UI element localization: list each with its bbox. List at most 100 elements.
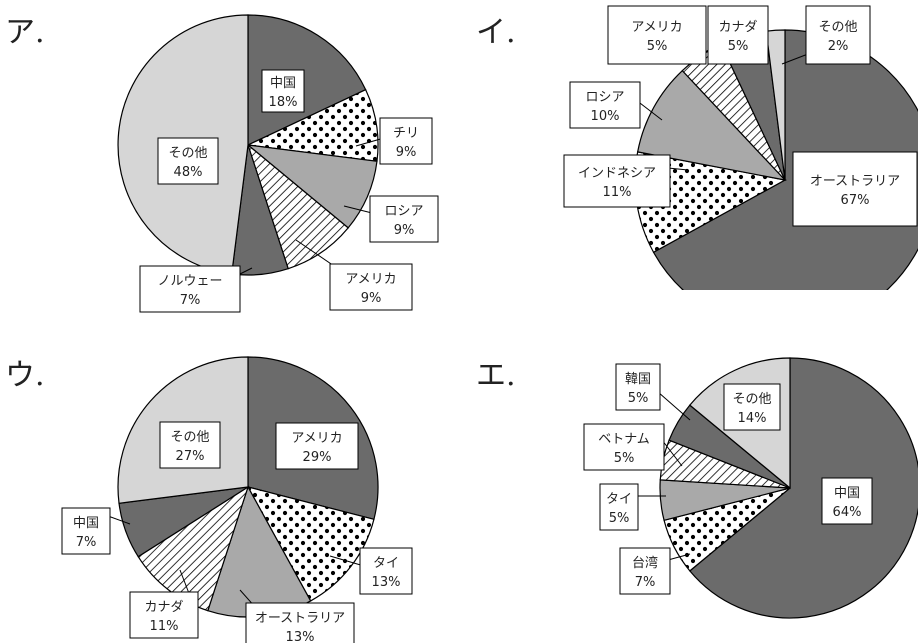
leader-line [661, 439, 683, 467]
chart-title: ア. [5, 15, 45, 50]
label-box [369, 195, 439, 243]
slice-name: その他 [170, 430, 209, 445]
slice-label: その他 14% [723, 383, 781, 431]
label-box [821, 477, 873, 525]
slice-name: ノルウェー [157, 274, 222, 289]
slice-label: アメリカ 29% [275, 422, 359, 470]
label-box [245, 602, 355, 643]
pie-slice [636, 69, 787, 181]
leader-line [667, 553, 691, 561]
slice-label: その他 2% [781, 5, 871, 65]
slice-name: アメリカ [345, 272, 396, 287]
slice-name: その他 [732, 392, 771, 407]
label-box [157, 137, 219, 185]
slice-label: その他 48% [157, 137, 219, 185]
label-box [607, 5, 707, 65]
slice-label: 韓国 5% [615, 363, 691, 421]
slice-name: チリ [393, 126, 419, 141]
slice-name: 中国 [270, 76, 296, 91]
leader-line [657, 391, 691, 421]
slice-value: 11% [150, 619, 179, 634]
slice-value: 7% [180, 293, 201, 308]
slice-name: ロシア [384, 204, 423, 219]
label-box [379, 117, 433, 165]
label-box [569, 81, 641, 129]
slice-name: 韓国 [625, 372, 651, 387]
slice-value: 48% [174, 165, 203, 180]
slice-label: カナダ 11% [129, 569, 199, 639]
label-box [805, 5, 871, 65]
slice-value: 10% [591, 109, 620, 124]
chart-title: エ. [476, 358, 516, 393]
label-box [159, 421, 221, 469]
slice-name: アメリカ [631, 20, 682, 35]
pie-slice [137, 485, 250, 612]
slice-name: インドネシア [578, 166, 656, 181]
leader-line [107, 515, 131, 525]
label-box [329, 263, 413, 311]
slice-label: タイ 5% [599, 483, 666, 531]
label-box [583, 423, 665, 471]
leader-line [781, 53, 809, 65]
slice-value: 27% [176, 449, 205, 464]
slice-label: アメリカ 9% [295, 239, 413, 311]
slice-label: ベトナム 5% [583, 423, 683, 471]
slice-label: 中国 64% [821, 477, 873, 525]
chart-a: ア. 中国 18% チリ 9% ロシア 9% アメリカ 9% ノルウェー 7% その他 48% [5, 14, 439, 313]
slice-name: アメリカ [291, 431, 342, 446]
slice-name: タイ [606, 492, 632, 507]
slice-value: 9% [361, 291, 382, 306]
label-box [723, 383, 781, 431]
pie [117, 356, 379, 618]
slice-label: ロシア 10% [569, 81, 663, 129]
slice-name: オーストラリア [255, 611, 345, 626]
leader-line [667, 167, 689, 171]
label-box [61, 507, 111, 555]
chart-u: ウ. アメリカ 29% タイ 13% オーストラリア 13% カナダ 11% 中国 7% その他 27% [5, 356, 413, 643]
slice-value: 7% [635, 575, 656, 590]
slice-value: 9% [394, 223, 415, 238]
slice-value: 2% [828, 39, 849, 54]
label-box [615, 363, 661, 411]
slice-name: ベトナム [598, 432, 650, 447]
pie [659, 357, 918, 619]
pie [117, 14, 379, 276]
slice-value: 13% [286, 630, 315, 643]
label-box [599, 483, 639, 531]
slice-name: タイ [373, 556, 399, 571]
slice-label: オーストラリア 13% [239, 589, 355, 643]
slice-value: 13% [372, 575, 401, 590]
slice-value: 14% [738, 411, 767, 426]
label-box [129, 591, 199, 639]
slice-label: ロシア 9% [343, 195, 439, 243]
chart-i: イ. オーストラリア 67% インドネシア 11% ロシア 10% アメリカ 5% カナダ 5% その… [476, 5, 918, 290]
slice-name: その他 [818, 20, 857, 35]
slice-value: 5% [609, 511, 630, 526]
slice-value: 7% [76, 535, 97, 550]
slice-name: カナダ [144, 600, 183, 615]
slice-label: オーストラリア 67% [792, 151, 918, 227]
slice-name: ロシア [585, 90, 624, 105]
label-box [275, 422, 359, 470]
slice-value: 5% [614, 451, 635, 466]
chart-title: イ. [476, 15, 516, 50]
slice-label: 中国 18% [261, 69, 305, 113]
slice-value: 5% [628, 391, 649, 406]
slice-name: 中国 [834, 486, 860, 501]
slice-value: 5% [728, 39, 749, 54]
slice-label: その他 27% [159, 421, 221, 469]
slice-value: 18% [269, 95, 298, 110]
pie-slice [688, 357, 918, 619]
label-box [261, 69, 305, 113]
slice-label: カナダ 5% [707, 5, 769, 65]
slice-label: インドネシア 11% [563, 154, 689, 208]
chart-title: ウ. [5, 358, 45, 393]
label-box [139, 265, 241, 313]
pie-slice [246, 486, 375, 602]
slice-name: 中国 [73, 516, 99, 531]
label-box [792, 151, 918, 227]
slice-name: その他 [168, 146, 207, 161]
slice-value: 64% [833, 505, 862, 520]
slice-value: 5% [647, 39, 668, 54]
